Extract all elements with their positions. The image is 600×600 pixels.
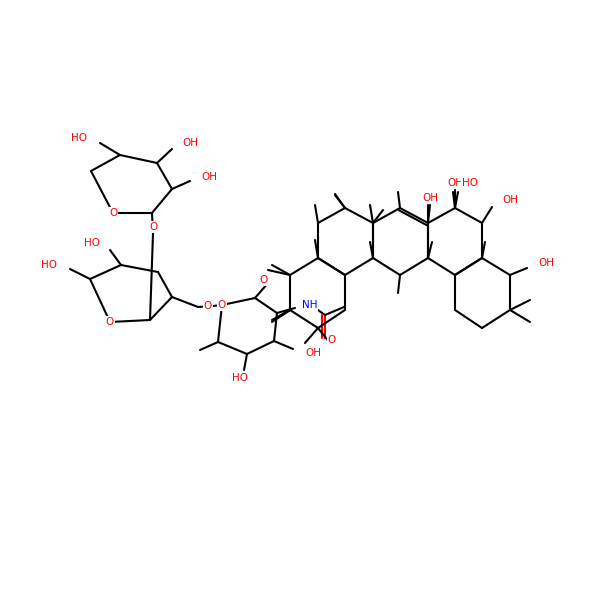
Text: OH: OH: [305, 348, 321, 358]
Text: HO: HO: [84, 238, 100, 248]
Text: OH: OH: [422, 193, 438, 203]
Text: O: O: [204, 301, 212, 311]
Text: O: O: [218, 300, 226, 310]
Text: O: O: [260, 275, 268, 285]
Text: OH: OH: [538, 258, 554, 268]
Text: HO: HO: [462, 178, 478, 188]
Text: OH: OH: [447, 178, 463, 188]
Text: O: O: [106, 317, 114, 327]
Text: HO: HO: [41, 260, 57, 270]
Text: HO: HO: [232, 373, 248, 383]
Text: OH: OH: [502, 195, 518, 205]
Text: O: O: [149, 222, 157, 232]
Text: OH: OH: [201, 172, 217, 182]
Text: O: O: [328, 335, 336, 345]
Text: HO: HO: [71, 133, 87, 143]
Text: NH: NH: [302, 300, 317, 310]
Text: O: O: [109, 208, 117, 218]
Text: OH: OH: [182, 138, 198, 148]
